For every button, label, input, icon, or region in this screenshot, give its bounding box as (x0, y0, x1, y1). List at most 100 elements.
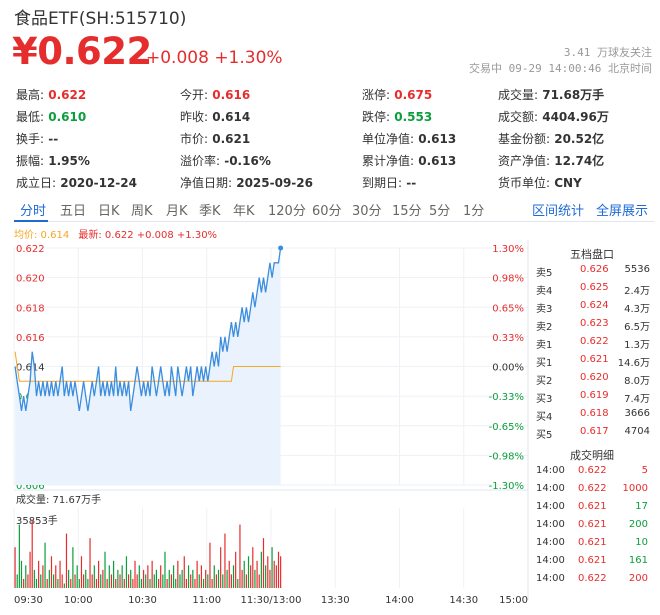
stat-value: 0.622 (44, 88, 87, 102)
fullscreen-button[interactable]: 全屏展示 (596, 204, 649, 219)
volume-bar (130, 569, 132, 588)
trade-time: 14:00 (536, 465, 565, 476)
volume-bar (211, 578, 213, 588)
volume-bar (83, 574, 85, 588)
stat-label: 溢价率: (180, 154, 221, 168)
volume-bar (215, 574, 217, 588)
y-tick-right: 0.65% (492, 303, 524, 314)
current-price: ¥0.622 (12, 30, 152, 73)
stat-label: 振幅: (16, 154, 45, 168)
volume-bar (140, 578, 143, 588)
y-tick-left: 0.622 (16, 244, 45, 255)
tab-6[interactable]: 年K (233, 204, 255, 219)
stat-label: 跌停: (362, 110, 391, 124)
y-tick-left: 0.616 (16, 333, 45, 344)
volume-bar (108, 565, 110, 588)
tab-12[interactable]: 1分 (463, 204, 485, 219)
stat-label: 到期日: (362, 176, 403, 190)
volume-bar (80, 556, 83, 588)
volume-bar (20, 560, 23, 588)
volume-bar (142, 569, 145, 588)
volume-bar (164, 551, 166, 588)
volume-bar (177, 560, 179, 588)
volume-bar (29, 551, 31, 588)
stat-label: 基金份额: (498, 132, 551, 146)
stat-value: -- (44, 132, 59, 146)
volume-bar (85, 569, 87, 588)
order-book-volume: 4.3万 (624, 304, 650, 315)
stat-value: 0.613 (414, 154, 457, 168)
volume-bar (125, 556, 128, 588)
tab-7[interactable]: 120分 (268, 204, 306, 219)
tab-5[interactable]: 季K (199, 204, 221, 219)
trade-volume: 161 (628, 555, 648, 566)
tab-3[interactable]: 周K (131, 204, 153, 219)
volume-bar (136, 574, 138, 588)
volume-bar (205, 569, 207, 588)
volume-bar (110, 574, 113, 588)
stat-item: 振幅: 1.95% (16, 152, 90, 169)
volume-bar (112, 560, 115, 588)
volume-bar (185, 578, 188, 588)
volume-bar (196, 560, 198, 588)
tab-10[interactable]: 15分 (392, 204, 422, 219)
chart-tabs: 分时 五日 日K 周K 月K 季K 年K 120分 60分 30分 15分 5分 1分 区间统计 全屏展示 (14, 198, 654, 222)
price-change: +0.008 +1.30% (146, 48, 283, 68)
volume-bar (190, 574, 192, 588)
volume-bar (245, 574, 247, 588)
stat-item: 累计净值: 0.613 (362, 152, 456, 169)
x-tick: 10:30 (128, 595, 157, 606)
order-book-volume: 1.3万 (624, 340, 650, 351)
volume-bar (179, 574, 181, 588)
volume-bar (115, 578, 117, 588)
tab-11[interactable]: 5分 (429, 204, 451, 219)
volume-bar (228, 560, 230, 588)
tab-2[interactable]: 日K (98, 204, 120, 219)
volume-bar (260, 551, 262, 588)
order-book-volume: 14.6万 (617, 358, 650, 369)
volume-bar (63, 583, 65, 588)
order-book-volume: 7.4万 (624, 394, 650, 405)
y-tick-left: 0.606 (16, 481, 45, 492)
volume-bar (151, 560, 153, 588)
stat-label: 今开: (180, 88, 209, 102)
stat-item: 最高: 0.622 (16, 86, 86, 103)
volume-bar (153, 574, 155, 588)
x-tick: 14:30 (449, 595, 478, 606)
tab-0[interactable]: 分时 (20, 204, 47, 219)
volume-bar (157, 578, 160, 588)
y-tick-left: 0.614 (16, 363, 45, 374)
stat-label: 单位净值: (362, 132, 415, 146)
stat-label: 最高: (16, 88, 45, 102)
latest-price-dot (278, 245, 284, 251)
y-tick-right: -0.98% (489, 451, 524, 462)
tab-4[interactable]: 月K (166, 204, 188, 219)
volume-bar (127, 574, 130, 588)
y-tick-right: 0.00% (492, 363, 524, 374)
tab-1[interactable]: 五日 (60, 204, 87, 219)
stat-label: 净值日期: (180, 176, 233, 190)
tab-8[interactable]: 60分 (312, 204, 342, 219)
stat-item: 成交额: 4404.96万 (498, 108, 609, 125)
order-book-price: 0.626 (580, 264, 609, 275)
range-stats-button[interactable]: 区间统计 (532, 204, 585, 219)
volume-bar (265, 565, 267, 588)
volume-bar (97, 560, 100, 588)
volume-bar (65, 533, 68, 588)
tab-9[interactable]: 30分 (352, 204, 382, 219)
volume-bar (230, 574, 232, 588)
trade-price: 0.622 (578, 573, 607, 584)
stat-item: 市价: 0.621 (180, 130, 250, 147)
volume-bar (149, 578, 151, 588)
volume-bar (243, 560, 245, 588)
volume-bar (91, 574, 93, 588)
volume-bar (220, 547, 222, 588)
volume-bar (48, 569, 50, 588)
stat-value: 2020-12-24 (56, 176, 137, 190)
volume-bar (166, 578, 168, 588)
price-area (15, 248, 281, 485)
stat-value: 0.553 (390, 110, 433, 124)
stat-value: 0.614 (208, 110, 251, 124)
trade-volume: 200 (628, 519, 648, 530)
